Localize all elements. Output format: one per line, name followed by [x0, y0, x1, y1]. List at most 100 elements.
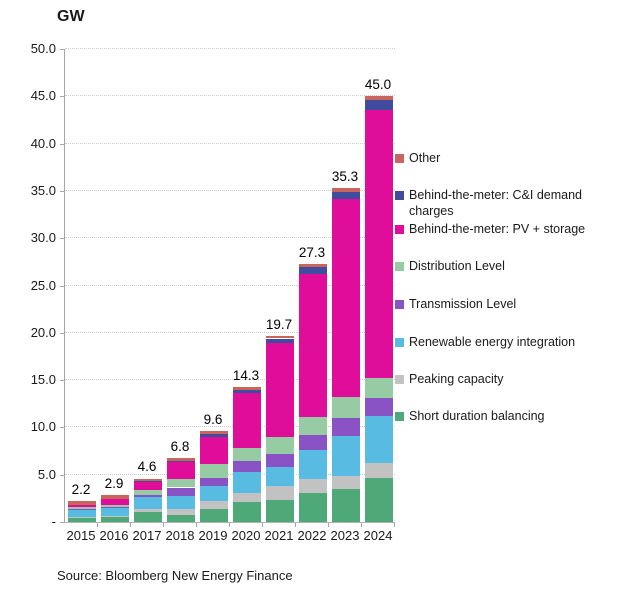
bar-segment — [200, 486, 228, 502]
bar-total-label: 2.9 — [104, 475, 124, 491]
x-axis-label: 2021 — [264, 528, 294, 543]
y-tick-mark — [60, 190, 64, 192]
legend-item: Renewable energy integration — [395, 335, 575, 351]
x-axis-label: 2016 — [99, 528, 129, 543]
bar-segment — [233, 460, 261, 472]
bar-2016 — [101, 49, 129, 522]
bar-segment — [167, 509, 195, 515]
gridline — [65, 142, 395, 144]
x-tick-mark — [163, 523, 164, 527]
bar-segment — [266, 338, 294, 344]
bar-segment — [332, 191, 360, 200]
bar-segment — [365, 477, 393, 522]
bar-segment — [233, 393, 261, 449]
y-axis-label: 45.0 — [30, 88, 56, 104]
bar-segment — [233, 448, 261, 461]
gridline — [65, 48, 395, 49]
y-tick-mark — [60, 522, 64, 523]
y-tick-mark — [60, 285, 64, 287]
y-tick-mark — [60, 427, 64, 429]
bar-segment — [68, 516, 96, 518]
y-axis-label: 20.0 — [30, 324, 56, 340]
bar-total-label: 6.8 — [170, 438, 190, 454]
bar-segment — [134, 489, 162, 495]
legend-item: Behind-the-meter: C&I demand charges — [395, 188, 614, 219]
bar-total-label: 9.6 — [203, 412, 223, 428]
gridline — [65, 473, 395, 475]
gridline — [65, 379, 395, 381]
x-tick-mark — [394, 523, 395, 527]
y-tick-mark — [60, 143, 64, 145]
y-axis-unit-label: GW — [57, 8, 85, 25]
bar-segment — [134, 494, 162, 498]
y-axis-label: - — [51, 514, 56, 529]
legend-label: Transmission Level — [409, 297, 517, 311]
bar-segment — [332, 488, 360, 522]
bar-segment — [299, 266, 327, 275]
bar-segment — [167, 457, 195, 461]
bar-segment — [200, 434, 228, 437]
y-axis-label: 40.0 — [30, 135, 56, 151]
x-axis-label: 2020 — [231, 528, 261, 543]
bar-segment — [299, 417, 327, 435]
bar-segment — [332, 199, 360, 398]
bar-segment — [233, 389, 261, 394]
bar-2019 — [200, 49, 228, 522]
legend-label: Distribution Level — [409, 259, 505, 273]
bar-segment — [134, 508, 162, 512]
bar-segment — [68, 501, 96, 505]
bar-2020 — [233, 49, 261, 522]
bar-segment — [365, 463, 393, 478]
bar-segment — [200, 501, 228, 509]
bar-segment — [200, 436, 228, 465]
x-axis-label: 2017 — [132, 528, 162, 543]
bar-segment — [299, 492, 327, 522]
bar-segment — [332, 417, 360, 436]
legend-item: Distribution Level — [395, 259, 505, 275]
y-axis-label: 50.0 — [30, 41, 56, 56]
legend-label: Short duration balancing — [409, 409, 545, 423]
x-tick-mark — [361, 523, 362, 527]
gridline — [65, 95, 395, 97]
bar-segment — [101, 504, 129, 507]
bar-segment — [233, 492, 261, 503]
bar-segment — [233, 502, 261, 522]
bar-segment — [200, 464, 228, 478]
legend-item: Short duration balancing — [395, 409, 545, 425]
bar-2023 — [332, 49, 360, 522]
bar-segment — [167, 461, 195, 479]
bar-segment — [167, 496, 195, 510]
bar-segment — [365, 416, 393, 464]
bar-segment — [299, 263, 327, 267]
bar-total-label: 45.0 — [364, 77, 392, 93]
bar-segment — [101, 515, 129, 517]
bar-segment — [266, 467, 294, 487]
bar-segment — [101, 507, 129, 516]
legend-swatch-icon — [395, 300, 404, 309]
x-tick-mark — [262, 523, 263, 527]
bar-segment — [365, 378, 393, 399]
legend-item: Transmission Level — [395, 297, 516, 313]
y-axis-label: 10.0 — [30, 419, 56, 435]
bar-segment — [134, 478, 162, 482]
bar-segment — [266, 500, 294, 522]
x-tick-mark — [130, 523, 131, 527]
y-axis-label: 15.0 — [30, 372, 56, 388]
x-tick-mark — [229, 523, 230, 527]
legend-item: Other — [395, 151, 440, 167]
y-axis-label: 35.0 — [30, 182, 56, 198]
legend-swatch-icon — [395, 412, 404, 421]
bar-total-label: 27.3 — [298, 244, 326, 260]
bar-segment — [365, 109, 393, 379]
bar-segment — [266, 436, 294, 454]
x-tick-mark — [295, 523, 296, 527]
bar-total-label: 14.3 — [232, 367, 260, 383]
bar-segment — [233, 471, 261, 493]
legend-swatch-icon — [395, 225, 404, 234]
y-axis-label: 25.0 — [30, 277, 56, 293]
legend-swatch-icon — [395, 154, 404, 163]
y-tick-mark — [60, 96, 64, 98]
x-axis-label: 2018 — [165, 528, 195, 543]
bar-total-label: 19.7 — [265, 316, 293, 332]
